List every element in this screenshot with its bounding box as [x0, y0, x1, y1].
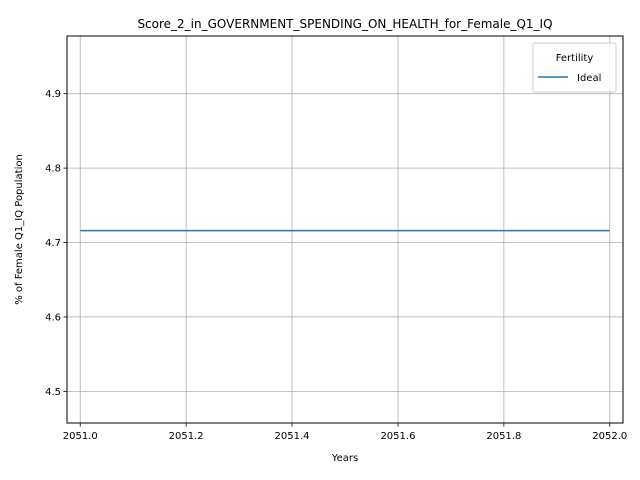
x-tick-label: 2051.4: [275, 431, 310, 442]
x-tick-label: 2051.2: [169, 431, 204, 442]
x-axis-label: Years: [331, 453, 358, 464]
y-tick-label: 4.9: [45, 89, 61, 100]
x-tick-label: 2052.0: [592, 431, 627, 442]
y-tick-label: 4.6: [45, 312, 61, 323]
legend-label-ideal: Ideal: [577, 73, 601, 84]
legend: Fertility Ideal: [533, 43, 616, 92]
y-tick-label: 4.5: [45, 387, 61, 398]
y-tick-label: 4.7: [45, 238, 61, 249]
legend-title: Fertility: [556, 53, 594, 64]
x-tick-label: 2051.0: [63, 431, 98, 442]
y-axis-label: % of Female Q1_IQ Population: [14, 154, 25, 305]
legend-box: [533, 43, 616, 92]
x-tick-label: 2051.6: [380, 431, 415, 442]
y-tick-label: 4.8: [45, 164, 61, 175]
x-tick-label: 2051.8: [486, 431, 521, 442]
chart-title: Score_2_in_GOVERNMENT_SPENDING_ON_HEALTH…: [137, 17, 552, 31]
